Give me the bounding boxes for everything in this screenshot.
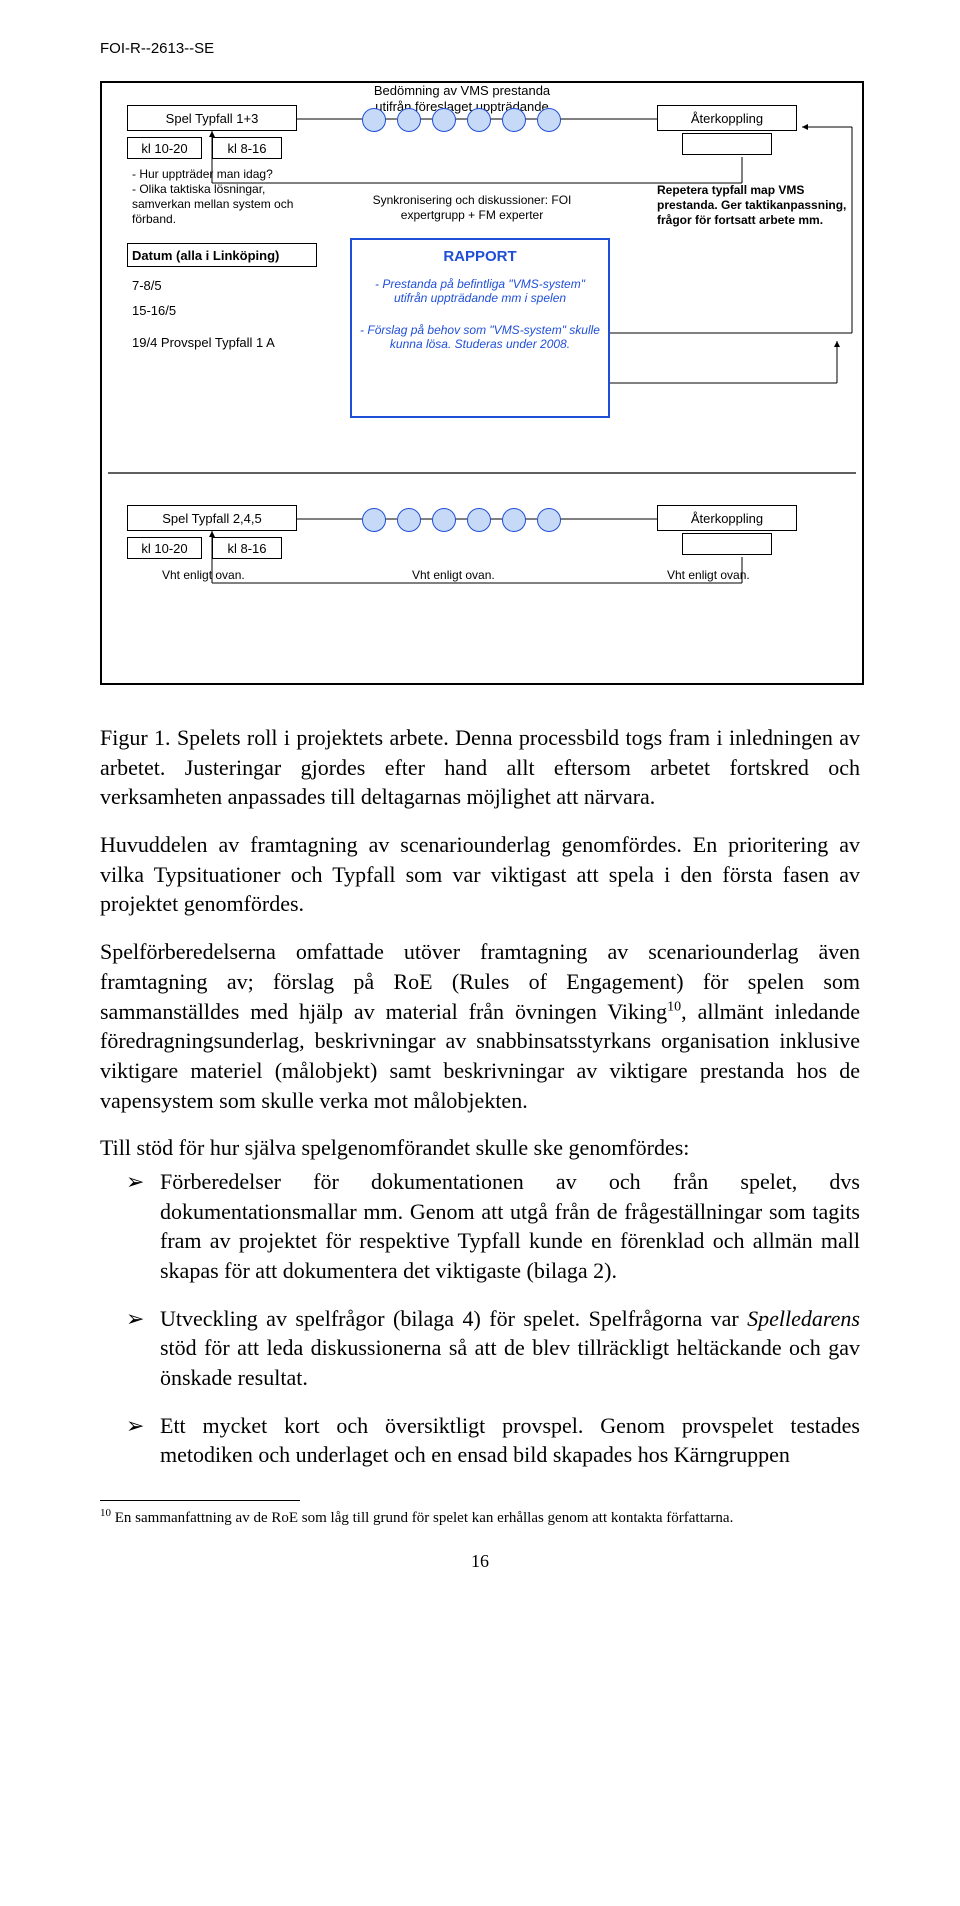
circle-icon xyxy=(432,508,456,532)
circle-icon xyxy=(397,108,421,132)
circle-icon xyxy=(397,508,421,532)
rapport-box: RAPPORT - Prestanda på befintliga "VMS-s… xyxy=(350,238,610,418)
circle-icon xyxy=(537,108,561,132)
header-report-code: FOI-R--2613--SE xyxy=(100,40,860,57)
footnote-number: 10 xyxy=(100,1507,111,1519)
left-note-1: - Hur uppträder man idag? - Olika taktis… xyxy=(132,167,322,227)
vht-3: Vht enligt ovan. xyxy=(667,568,750,583)
body-text: Figur 1. Spelets roll i projektets arbet… xyxy=(100,723,860,1470)
datum-title-box xyxy=(127,243,317,267)
footnote-ref-10: 10 xyxy=(667,999,681,1014)
aterkoppling-box-2: Återkoppling xyxy=(657,505,797,531)
bullet-3: ➢ Ett mycket kort och översiktligt provs… xyxy=(100,1411,860,1470)
datum-3: 19/4 Provspel Typfall 1 A xyxy=(132,335,275,351)
rapport-item-2: - Förslag på behov som "VMS-system" skul… xyxy=(360,323,600,351)
datum-1: 7-8/5 xyxy=(132,278,162,294)
circle-icon xyxy=(432,108,456,132)
bullet-icon: ➢ xyxy=(100,1167,160,1286)
bullet-1-text: Förberedelser för dokumentationen av och… xyxy=(160,1167,860,1286)
kl-8-16-box-2: kl 8-16 xyxy=(212,537,282,559)
circle-icon xyxy=(502,508,526,532)
circle-icon xyxy=(467,508,491,532)
datum-2: 15-16/5 xyxy=(132,303,176,319)
circle-icon xyxy=(362,108,386,132)
kl-8-16-box-1: kl 8-16 xyxy=(212,137,282,159)
circle-icon xyxy=(362,508,386,532)
paragraph-3: Spelförberedelserna omfattade utöver fra… xyxy=(100,937,860,1115)
kl-10-20-box-1: kl 10-20 xyxy=(127,137,202,159)
bullet-2-text: Utveckling av spelfrågor (bilaga 4) för … xyxy=(160,1304,860,1393)
b2-c: stöd för att leda diskussionerna så att … xyxy=(160,1335,860,1390)
repetera-label: Repetera typfall map VMS prestanda. Ger … xyxy=(657,183,847,228)
vht-2: Vht enligt ovan. xyxy=(412,568,495,583)
spel-typfall-245: Spel Typfall 2,4,5 xyxy=(127,505,297,531)
b2-b-italic: Spelledarens xyxy=(747,1306,860,1331)
figure-caption: Figur 1. Spelets roll i projektets arbet… xyxy=(100,723,860,812)
rapport-item-1: - Prestanda på befintliga "VMS-system" u… xyxy=(360,277,600,305)
footnote-separator xyxy=(100,1500,300,1501)
bedomning-label: Bedömning av VMS prestanda utifrån föres… xyxy=(362,83,562,116)
bullet-icon: ➢ xyxy=(100,1304,160,1393)
page-number: 16 xyxy=(100,1551,860,1572)
paragraph-4-lead: Till stöd för hur själva spelgenomförand… xyxy=(100,1133,860,1163)
circle-icon xyxy=(537,508,561,532)
bullet-3-text: Ett mycket kort och översiktligt provspe… xyxy=(160,1411,860,1470)
kl-10-20-box-2: kl 10-20 xyxy=(127,537,202,559)
bullet-2: ➢ Utveckling av spelfrågor (bilaga 4) fö… xyxy=(100,1304,860,1393)
aterkoppling-sub-box-1 xyxy=(682,133,772,155)
bullet-1: ➢ Förberedelser för dokumentationen av o… xyxy=(100,1167,860,1286)
b2-a: Utveckling av spelfrågor (bilaga 4) för … xyxy=(160,1306,747,1331)
spel-typfall-1-3: Spel Typfall 1+3 xyxy=(127,105,297,131)
circle-icon xyxy=(467,108,491,132)
paragraph-2: Huvuddelen av framtagning av scenariound… xyxy=(100,830,860,919)
aterkoppling-sub-box-2 xyxy=(682,533,772,555)
bullet-icon: ➢ xyxy=(100,1411,160,1470)
footnote-text: En sammanfattning av de RoE som låg till… xyxy=(111,1510,733,1526)
footnote-10: 10 En sammanfattning av de RoE som låg t… xyxy=(100,1507,860,1527)
process-diagram: Spel Typfall 1+3 kl 10-20 kl 8-16 - Hur … xyxy=(100,81,864,685)
synk-label: Synkronisering och diskussioner: FOI exp… xyxy=(367,193,577,223)
vht-1: Vht enligt ovan. xyxy=(162,568,245,583)
aterkoppling-box-1: Återkoppling xyxy=(657,105,797,131)
circle-icon xyxy=(502,108,526,132)
rapport-title: RAPPORT xyxy=(360,248,600,265)
